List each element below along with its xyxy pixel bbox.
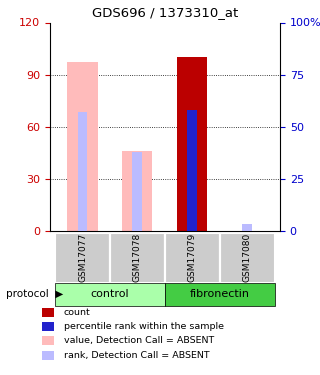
Bar: [165, 232, 220, 283]
Text: count: count: [64, 308, 91, 317]
Text: GSM17079: GSM17079: [188, 233, 197, 282]
Bar: [242, 224, 252, 231]
Bar: [220, 232, 275, 283]
Text: control: control: [91, 290, 129, 299]
Bar: [110, 232, 165, 283]
Text: GSM17078: GSM17078: [133, 233, 142, 282]
Bar: [77, 112, 87, 231]
Bar: [165, 283, 275, 306]
Bar: [122, 151, 152, 231]
Bar: [55, 283, 165, 306]
Bar: [187, 110, 197, 231]
Text: value, Detection Call = ABSENT: value, Detection Call = ABSENT: [64, 336, 214, 345]
Bar: [132, 152, 142, 231]
Bar: [177, 57, 207, 231]
Text: fibronectin: fibronectin: [190, 290, 250, 299]
Title: GDS696 / 1373310_at: GDS696 / 1373310_at: [92, 6, 238, 18]
Text: rank, Detection Call = ABSENT: rank, Detection Call = ABSENT: [64, 351, 210, 360]
Text: GSM17080: GSM17080: [243, 233, 252, 282]
Bar: [55, 232, 110, 283]
Text: percentile rank within the sample: percentile rank within the sample: [64, 322, 224, 331]
Text: GSM17077: GSM17077: [78, 233, 87, 282]
Bar: [68, 62, 98, 231]
Text: protocol  ▶: protocol ▶: [6, 290, 64, 299]
